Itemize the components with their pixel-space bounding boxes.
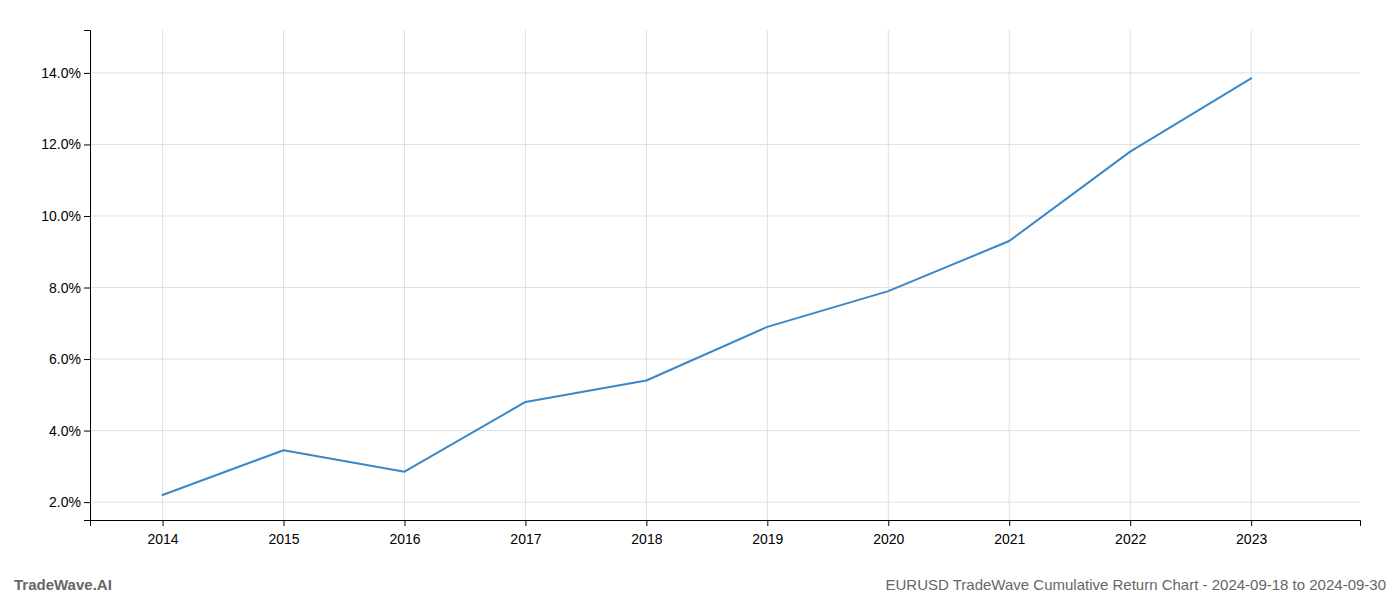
x-axis: 2014 2015 2016 2017 2018 2019 2020 2021 2022 2023 xyxy=(91,520,1361,547)
y-tick: 6.0% xyxy=(49,351,90,367)
y-tick: 4.0% xyxy=(49,423,90,439)
x-tick-mark xyxy=(404,520,405,526)
y-tick-label: 2.0% xyxy=(49,494,81,510)
x-tick-label: 2023 xyxy=(1236,531,1267,547)
x-tick-label: 2014 xyxy=(147,531,178,547)
x-axis-line xyxy=(91,521,1361,527)
x-tick: 2021 xyxy=(994,520,1025,547)
x-tick-mark xyxy=(646,520,647,526)
y-tick-mark xyxy=(84,144,90,145)
y-axis: 2.0% 4.0% 6.0% 8.0% 10.0% 12.0% 14.0% xyxy=(41,31,90,521)
grid xyxy=(90,30,1360,520)
x-tick: 2018 xyxy=(631,520,662,547)
x-tick: 2014 xyxy=(147,520,178,547)
x-tick-mark xyxy=(1130,520,1131,526)
grid-line xyxy=(646,30,647,520)
grid-line xyxy=(525,30,526,520)
grid-line xyxy=(162,30,163,520)
y-tick-label: 6.0% xyxy=(49,351,81,367)
plot-area: 2014 2015 2016 2017 2018 2019 2020 2021 2022 2023… xyxy=(41,30,1360,547)
y-axis-line xyxy=(84,31,91,521)
grid-line xyxy=(888,30,889,520)
grid-line xyxy=(90,72,1360,73)
x-tick-mark xyxy=(284,520,285,526)
y-tick: 10.0% xyxy=(41,208,90,224)
x-tick-label: 2018 xyxy=(631,531,662,547)
line xyxy=(163,78,1252,495)
footer-right: EURUSD TradeWave Cumulative Return Chart… xyxy=(885,576,1386,593)
x-tick: 2016 xyxy=(389,520,420,547)
grid-line xyxy=(90,287,1360,288)
grid-line xyxy=(404,30,405,520)
x-tick-mark xyxy=(888,520,889,526)
x-tick: 2015 xyxy=(268,520,299,547)
x-tick: 2020 xyxy=(873,520,904,547)
y-tick-label: 8.0% xyxy=(49,279,81,295)
x-tick-mark xyxy=(1251,520,1252,526)
grid-line xyxy=(1130,30,1131,520)
grid-line xyxy=(1009,30,1010,520)
x-tick-label: 2020 xyxy=(873,531,904,547)
grid-line xyxy=(90,502,1360,503)
x-tick-label: 2019 xyxy=(752,531,783,547)
grid-line xyxy=(767,30,768,520)
y-tick-label: 14.0% xyxy=(41,65,81,81)
y-tick-mark xyxy=(84,359,90,360)
grid-line xyxy=(90,215,1360,216)
grid-line xyxy=(1251,30,1252,520)
x-tick-label: 2017 xyxy=(510,531,541,547)
y-tick-mark xyxy=(84,431,90,432)
grid-line xyxy=(283,30,284,520)
y-tick: 12.0% xyxy=(41,136,90,152)
y-tick-label: 4.0% xyxy=(49,423,81,439)
y-tick: 14.0% xyxy=(41,65,90,81)
marks xyxy=(163,78,1252,495)
x-tick-label: 2016 xyxy=(389,531,420,547)
y-tick-mark xyxy=(84,73,90,74)
y-tick-label: 10.0% xyxy=(41,208,81,224)
x-tick: 2023 xyxy=(1236,520,1267,547)
grid-line xyxy=(90,430,1360,431)
footer-left: TradeWave.AI xyxy=(14,576,112,593)
x-tick-label: 2021 xyxy=(994,531,1025,547)
x-tick: 2017 xyxy=(510,520,541,547)
x-tick: 2019 xyxy=(752,520,783,547)
grid-line xyxy=(90,144,1360,145)
x-tick-mark xyxy=(525,520,526,526)
x-tick-mark xyxy=(1009,520,1010,526)
x-tick-label: 2015 xyxy=(268,531,299,547)
y-tick: 2.0% xyxy=(49,494,90,510)
y-tick-mark xyxy=(84,502,90,503)
x-tick: 2022 xyxy=(1115,520,1146,547)
chart: 2014 2015 2016 2017 2018 2019 2020 2021 2022 2023… xyxy=(0,0,1400,600)
x-tick-mark xyxy=(767,520,768,526)
y-tick: 8.0% xyxy=(49,279,90,295)
y-tick-label: 12.0% xyxy=(41,136,81,152)
x-tick-label: 2022 xyxy=(1115,531,1146,547)
x-tick-mark xyxy=(163,520,164,526)
grid-line xyxy=(90,359,1360,360)
y-tick-mark xyxy=(84,216,90,217)
y-tick-mark xyxy=(84,288,90,289)
